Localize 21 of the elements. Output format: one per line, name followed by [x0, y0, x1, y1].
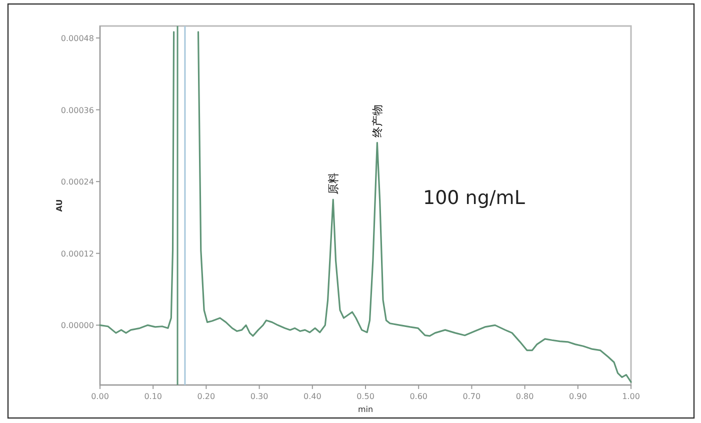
x-tick-label: 0.10 [144, 392, 162, 401]
y-tick-label: 0.00012 [60, 249, 94, 258]
x-tick-label: 0.70 [462, 392, 481, 401]
x-tick-label: 0.80 [516, 392, 534, 401]
y-tick-label: 0.00024 [60, 178, 94, 187]
x-tick-label: 0.60 [410, 392, 428, 401]
x-tick-label: 1.00 [622, 392, 640, 401]
x-tick-label: 0.20 [197, 392, 216, 401]
x-tick-label: 0.50 [356, 392, 374, 401]
y-tick-label: 0.00036 [60, 106, 94, 115]
annotation: 100 ng/mL [423, 187, 526, 209]
y-axis-title: AU [55, 199, 64, 212]
y-tick-label: 0.00000 [60, 321, 94, 330]
x-tick-label: 0.90 [568, 392, 587, 401]
annotation: 原料 [327, 172, 340, 195]
annotation: 终产物 [371, 104, 384, 138]
x-tick-label: 0.40 [303, 392, 322, 401]
x-tick-label: 0.00 [91, 392, 109, 401]
y-tick-label: 0.00048 [60, 34, 94, 43]
x-tick-label: 0.30 [250, 392, 268, 401]
x-axis-title: min [358, 405, 374, 414]
